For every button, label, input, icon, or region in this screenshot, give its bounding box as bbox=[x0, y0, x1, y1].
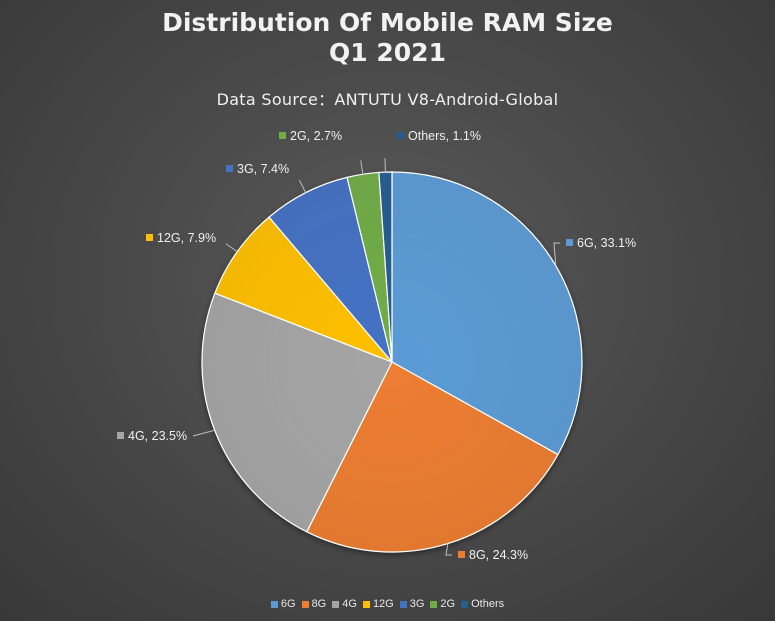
legend-swatch-6g bbox=[270, 600, 278, 608]
data-label-others: Others, 1.1% bbox=[408, 129, 481, 143]
pie-slice-others bbox=[378, 171, 393, 363]
legend-item-12g: 12G bbox=[362, 598, 394, 610]
leader-line-3g bbox=[298, 180, 307, 193]
legend-swatch-others bbox=[461, 600, 469, 608]
legend-swatch-12g bbox=[362, 600, 370, 608]
legend-swatch-3g bbox=[399, 600, 407, 608]
legend-item-2g: 2G bbox=[430, 598, 455, 610]
leader-line-6g bbox=[553, 242, 560, 266]
data-label-swatch-others bbox=[397, 132, 404, 139]
legend-label-3g: 3G bbox=[409, 598, 425, 610]
legend-label-others: Others bbox=[471, 598, 505, 610]
data-label-4g: 4G, 23.5% bbox=[128, 429, 187, 443]
legend-item-others: Others bbox=[461, 598, 504, 610]
pie-slice-12g bbox=[214, 216, 393, 363]
legend-item-6g: 6G bbox=[270, 598, 296, 610]
chart-title-line2: Q1 2021 bbox=[329, 38, 446, 67]
legend-item-3g: 3G bbox=[399, 598, 425, 610]
data-label-swatch-3g bbox=[226, 165, 233, 172]
data-label-swatch-2g bbox=[279, 132, 286, 139]
legend-label-8g: 8G bbox=[311, 598, 327, 610]
chart-legend: 6G 8G 4G 12G 3G 2G Others bbox=[0, 598, 775, 610]
legend-label-4g: 4G bbox=[342, 598, 357, 610]
pie-slice-6g bbox=[391, 171, 583, 456]
pie-slice-4g bbox=[201, 292, 393, 533]
leader-line-12g bbox=[225, 243, 238, 253]
data-label-swatch-12g bbox=[146, 234, 153, 241]
leader-line-2g bbox=[360, 160, 364, 175]
chart-title-line1: Distribution Of Mobile RAM Size bbox=[162, 8, 613, 37]
data-label-3g: 3G, 7.4% bbox=[237, 162, 289, 176]
data-label-swatch-8g bbox=[458, 551, 465, 558]
chart-title: Distribution Of Mobile RAM Size Q1 2021 bbox=[0, 8, 775, 68]
data-label-2g: 2G, 2.7% bbox=[290, 129, 342, 143]
legend-swatch-2g bbox=[430, 600, 438, 608]
leader-line-4g bbox=[192, 429, 215, 437]
legend-label-2g: 2G bbox=[440, 598, 456, 610]
legend-label-6g: 6G bbox=[280, 598, 296, 610]
legend-item-8g: 8G bbox=[301, 598, 327, 610]
data-label-6g: 6G, 33.1% bbox=[577, 236, 636, 250]
chart-subtitle: Data Source：ANTUTU V8-Android-Global bbox=[216, 90, 559, 109]
data-label-12g: 12G, 7.9% bbox=[157, 231, 216, 245]
legend-swatch-4g bbox=[332, 600, 340, 608]
legend-swatch-8g bbox=[301, 600, 309, 608]
data-label-swatch-4g bbox=[117, 432, 124, 439]
leader-line-8g bbox=[445, 543, 452, 556]
data-label-8g: 8G, 24.3% bbox=[469, 548, 528, 562]
legend-label-12g: 12G bbox=[372, 598, 394, 610]
data-label-swatch-6g bbox=[566, 239, 573, 246]
legend-item-4g: 4G bbox=[332, 598, 357, 610]
